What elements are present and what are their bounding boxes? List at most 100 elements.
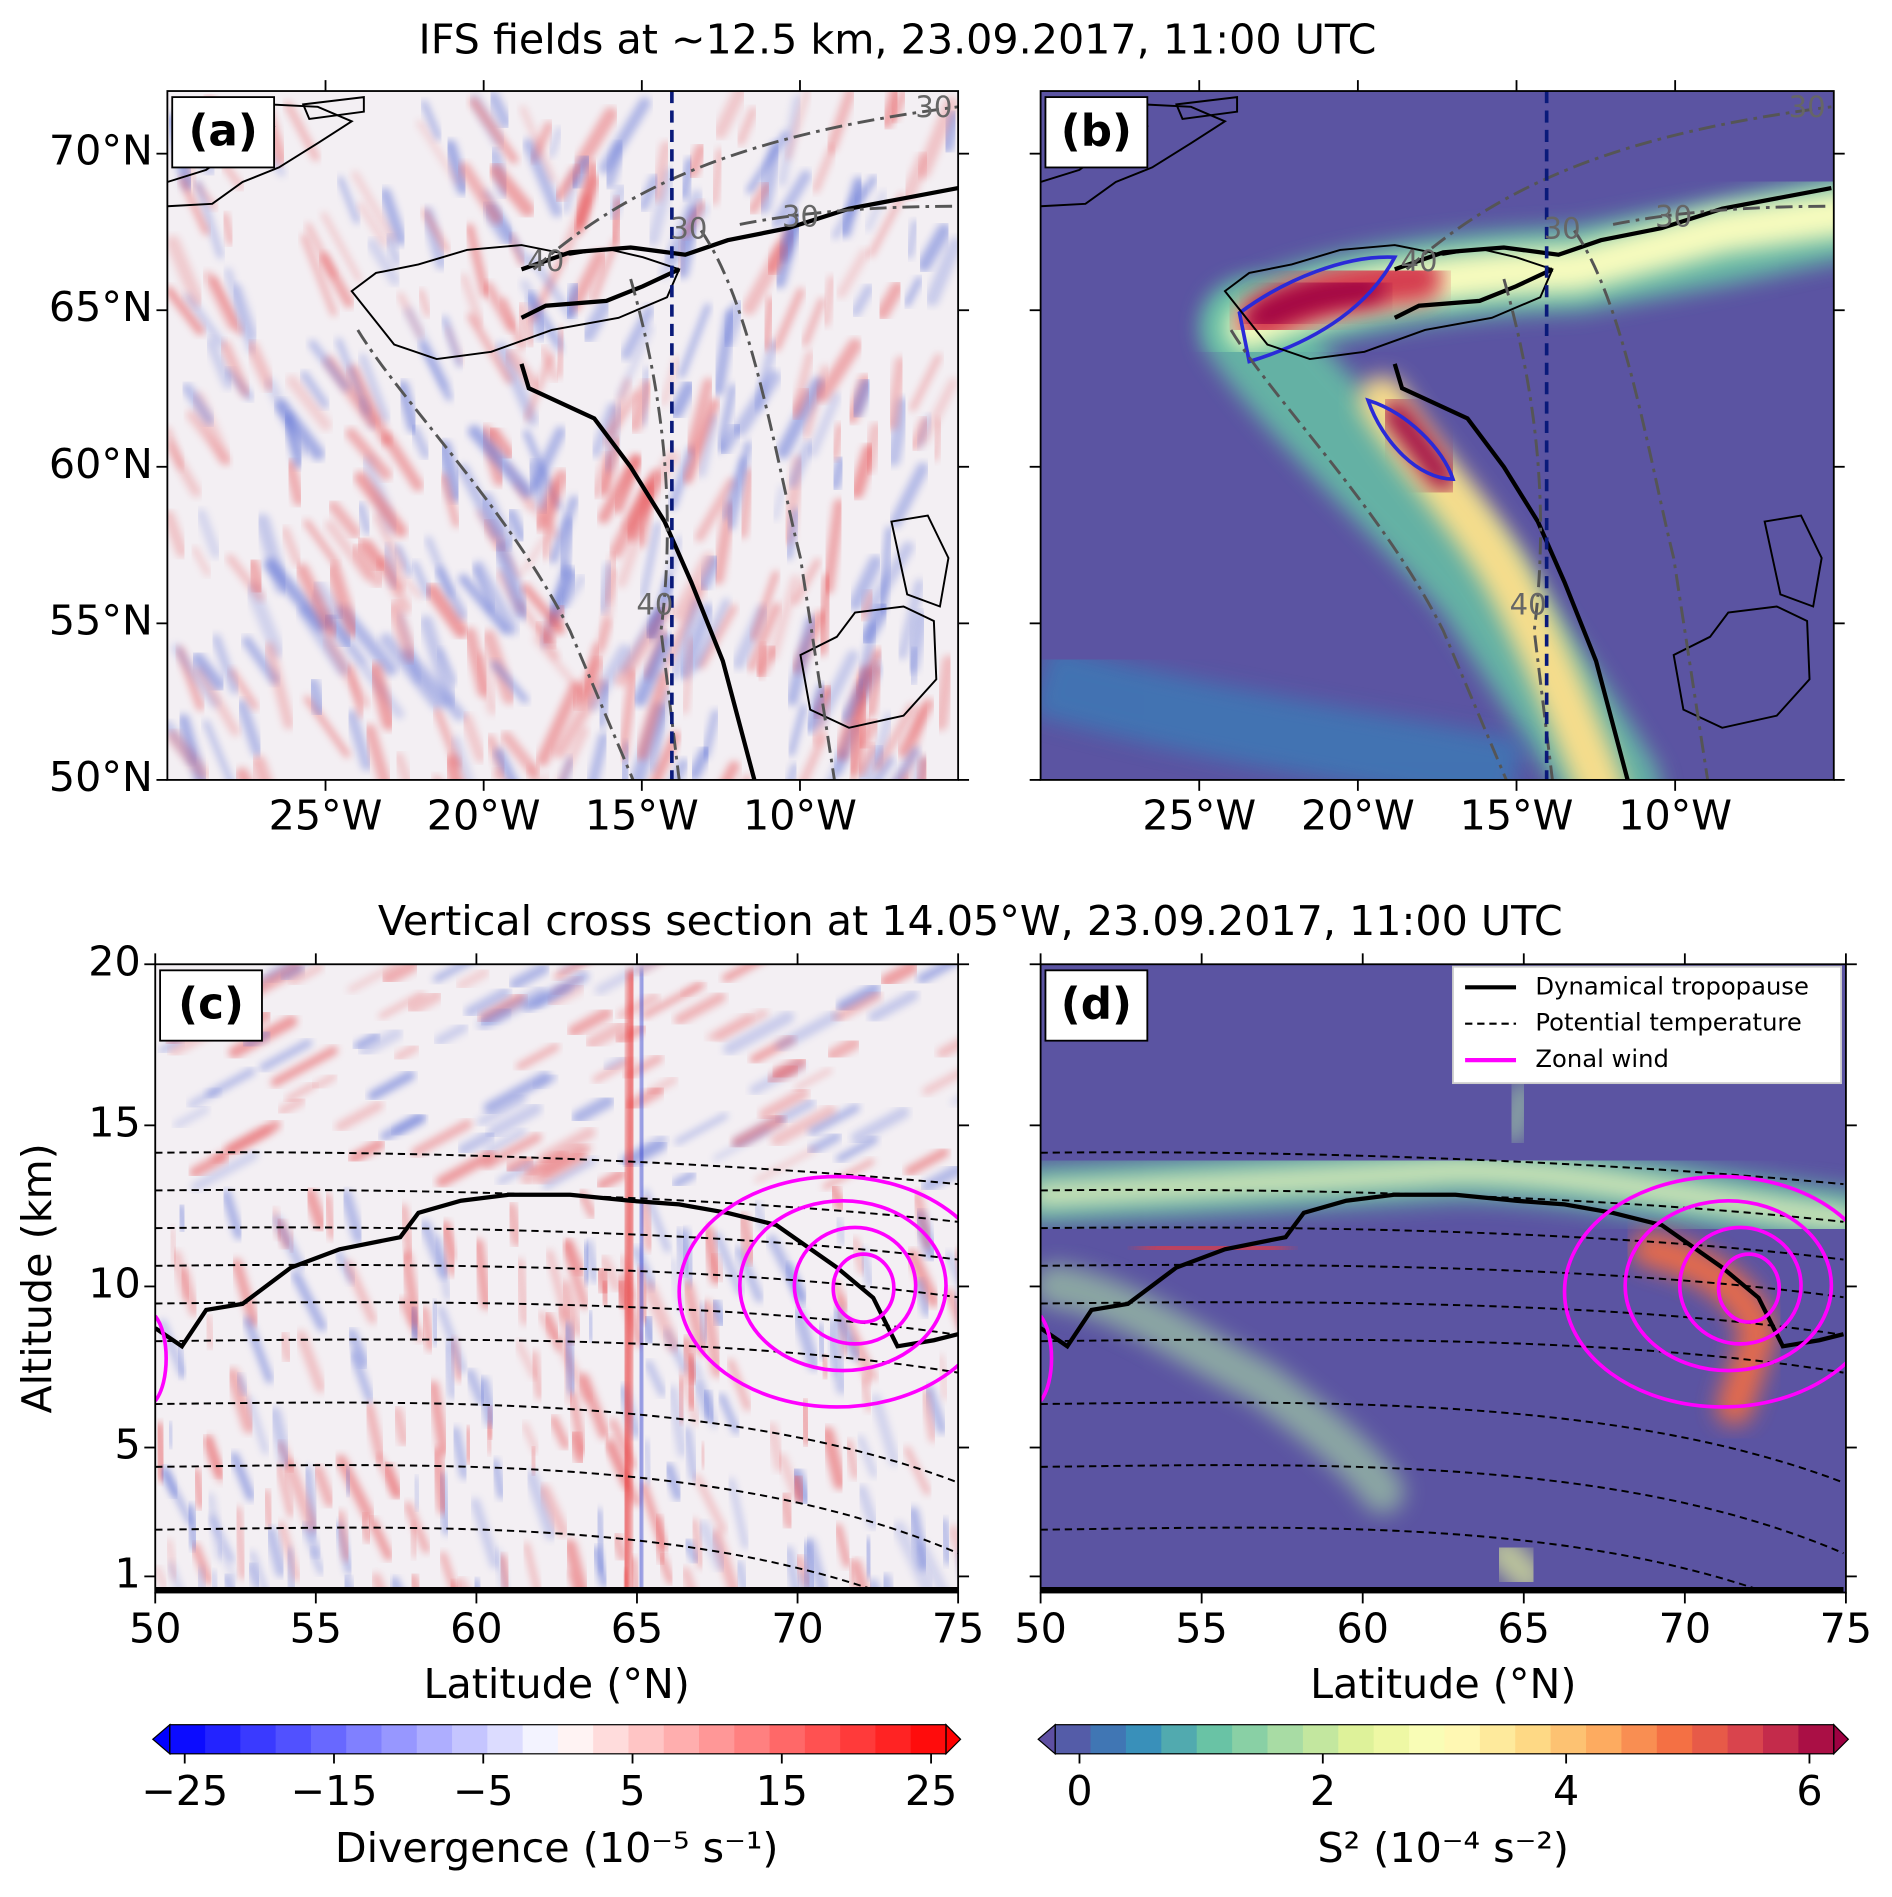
field-stripe	[683, 398, 720, 484]
field-stripe	[509, 964, 550, 990]
field-stripe	[295, 1330, 326, 1393]
field-stripe	[378, 991, 425, 1019]
field-stripe	[429, 1447, 450, 1515]
field-stripe	[465, 1368, 487, 1406]
field-stripe	[682, 1426, 699, 1482]
field-stripe	[811, 145, 836, 194]
field-stripe	[221, 212, 235, 246]
field-stripe	[310, 579, 346, 621]
colorbar-step	[169, 1724, 206, 1754]
colorbar-step	[1055, 1724, 1092, 1754]
field-stripe	[280, 964, 306, 982]
field-stripe	[270, 1046, 338, 1087]
field-stripe	[346, 710, 373, 771]
field-stripe	[358, 397, 376, 431]
field-stripe	[195, 1566, 206, 1593]
colorbar-tick-label: 15	[756, 1767, 808, 1815]
field-stripe	[364, 539, 405, 592]
field-stripe	[260, 1488, 276, 1530]
field-stripe	[308, 339, 350, 392]
field-stripe	[477, 986, 547, 1031]
panel-label: (d)	[1061, 979, 1132, 1030]
y-tick-label: 65°N	[49, 283, 153, 331]
field-stripe	[642, 1281, 680, 1353]
field-stripe	[437, 648, 458, 686]
field-stripe	[874, 703, 916, 773]
field-stripe	[300, 1521, 323, 1559]
colorbar-step	[522, 1724, 559, 1754]
colorbar-frame	[1054, 1724, 1835, 1755]
colorbar-step	[1763, 1724, 1800, 1754]
colorbar-step	[1692, 1724, 1729, 1754]
field-stripe	[291, 1270, 327, 1332]
field-stripe	[836, 1136, 879, 1163]
zonal-wind-contour	[677, 1174, 959, 1409]
panel-frame	[154, 963, 960, 1594]
field-stripe	[483, 281, 516, 332]
x-tick-label: 70	[771, 1604, 823, 1652]
field-stripe	[335, 1100, 384, 1132]
colorbar-step	[1090, 1724, 1127, 1754]
x-tick-label: 50	[129, 1604, 181, 1652]
field-stripe	[487, 425, 515, 460]
field-stripe	[836, 982, 881, 1013]
field-stripe	[917, 964, 959, 984]
colorbar-step	[804, 1724, 841, 1754]
x-tick-label: 20°W	[427, 792, 541, 840]
field-stripe	[671, 598, 701, 679]
field-stripe	[300, 370, 330, 409]
field-stripe	[596, 561, 616, 614]
field-stripe	[868, 192, 905, 258]
field-stripe	[521, 583, 566, 635]
field-stripe	[772, 287, 805, 352]
colorbar-step	[416, 1724, 453, 1754]
tropopause	[519, 363, 757, 780]
field-stripe	[190, 1542, 214, 1586]
isentrope	[1040, 1263, 1844, 1299]
colorbar-step	[1302, 1724, 1340, 1754]
field-stripe	[324, 636, 370, 709]
field-stripe	[718, 1393, 740, 1435]
field-stripe	[710, 148, 725, 206]
colorbar-tick-label: 0	[1066, 1767, 1092, 1815]
field-stripe	[797, 1398, 814, 1447]
wind-speed-contour	[532, 105, 959, 271]
field-stripe	[855, 716, 882, 751]
field-stripe	[921, 1390, 937, 1443]
field-stripe	[391, 1406, 410, 1447]
field-stripe	[829, 1279, 850, 1312]
field-stripe	[264, 1525, 287, 1578]
field-stripe	[407, 1521, 420, 1559]
field-stripe	[571, 1094, 615, 1125]
isentrope	[1040, 1401, 1844, 1484]
field-stripe	[591, 1545, 609, 1588]
field-stripe	[520, 105, 556, 183]
field-stripe	[639, 1313, 658, 1347]
colorbar-step	[769, 1724, 806, 1754]
x-tick-label: 75	[1820, 1604, 1872, 1652]
field-stripe	[776, 1098, 816, 1124]
field-stripe	[621, 970, 637, 1593]
field-stripe	[592, 1057, 634, 1083]
field-stripe	[722, 964, 761, 983]
field-stripe	[561, 1239, 589, 1309]
field-stripe	[165, 1420, 176, 1450]
field-stripe	[295, 563, 338, 638]
field-stripe	[228, 667, 259, 711]
colorbar-step	[593, 1724, 630, 1754]
field-stripe	[527, 1445, 540, 1477]
field-stripe	[371, 1572, 387, 1593]
field-stripe	[241, 635, 280, 685]
field-stripe	[394, 544, 413, 576]
field-stripe	[181, 382, 215, 426]
field-stripe	[581, 298, 612, 343]
field-stripe	[903, 1446, 931, 1496]
field-stripe	[696, 554, 722, 592]
section-lines	[1040, 1151, 1846, 1593]
colorbar-step	[557, 1724, 594, 1754]
field-stripe	[514, 302, 538, 348]
field-stripe	[916, 1541, 950, 1593]
field-stripe	[520, 1142, 587, 1185]
field-stripe	[587, 732, 609, 780]
field-stripe	[190, 1150, 259, 1192]
